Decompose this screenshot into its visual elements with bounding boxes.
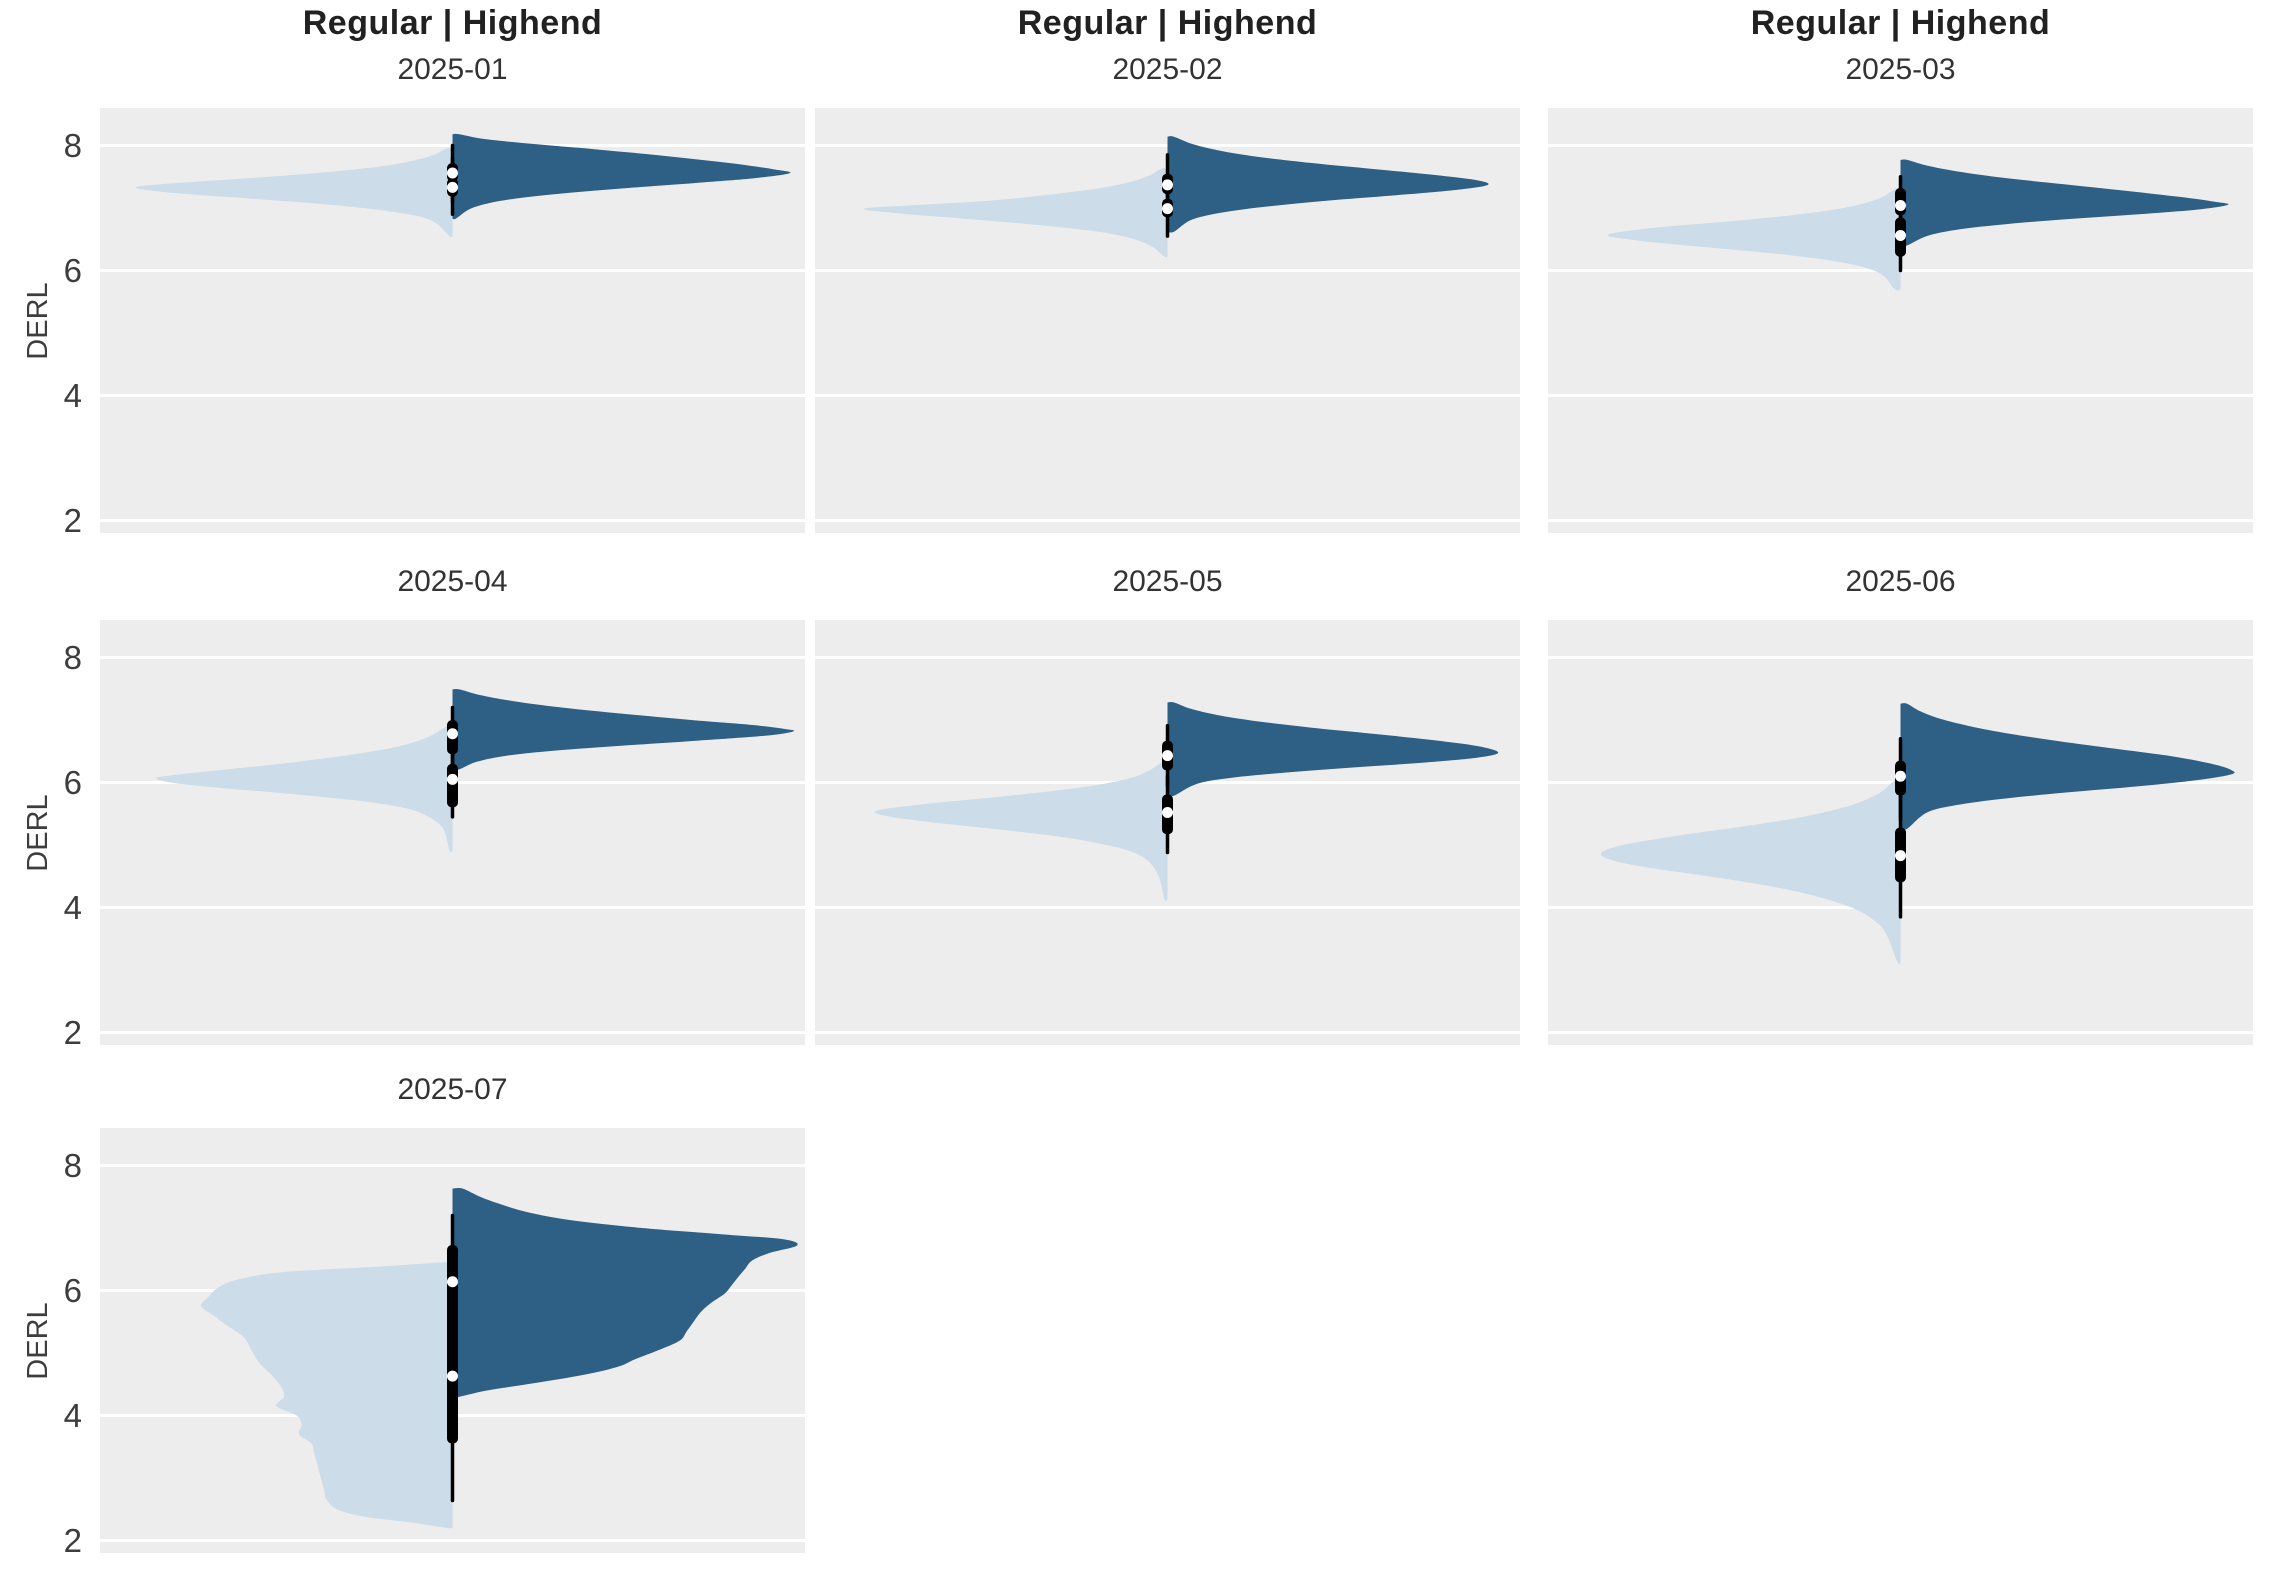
month-label-2025-01: 2025-01 [397,53,508,86]
median-dot-highend [1895,770,1906,782]
facet-title: Regular | Highend [1750,4,2051,42]
iqr-box-regular [447,763,458,808]
median-dot-regular [447,181,458,193]
y-tick-label-6: 6 [63,251,82,289]
panel-2025-06 [1548,620,2253,1045]
median-dot-highend [447,167,458,179]
month-label-2025-02: 2025-02 [1112,53,1223,86]
median-dot-highend [447,1276,458,1288]
y-tick-label-6: 6 [63,763,82,801]
violin-highend-half [1167,702,1499,797]
y-tick-label-8: 8 [63,126,82,164]
plot-area-2025-04 [100,620,805,1045]
panel-2025-07 [100,1128,805,1553]
violin-highend-half [1900,703,2235,830]
plot-area-2025-01 [100,108,805,533]
plot-area-2025-05 [815,620,1520,1045]
y-tick-label-2: 2 [63,1013,82,1051]
plot-area-2025-03 [1548,108,2253,533]
y-tick-label-8: 8 [63,1146,82,1184]
month-label-2025-05: 2025-05 [1112,565,1223,598]
y-tick-label-4: 4 [63,376,82,414]
median-dot-regular [447,773,458,785]
panel-2025-04 [100,620,805,1045]
violin-regular-half [874,761,1168,902]
median-dot-regular [1895,850,1906,862]
violin-regular-half [156,725,453,853]
violin-regular-half [863,168,1168,258]
violin-highend-half [452,133,791,220]
median-dot-regular [1162,807,1173,818]
plot-area-2025-07 [100,1128,805,1553]
iqr-box-highend [447,1244,458,1357]
median-dot-highend [1895,200,1906,211]
violin-highend-half [452,688,795,770]
violin-highend-half [1167,136,1489,233]
median-dot-regular [1895,230,1906,241]
y-axis-label: DERL [22,793,54,872]
median-dot-regular [1162,203,1173,215]
median-dot-highend [447,728,458,740]
panel-2025-05 [815,620,1520,1045]
month-label-2025-06: 2025-06 [1845,565,1956,598]
panel-2025-02 [815,108,1520,533]
y-tick-label-2: 2 [63,501,82,539]
y-tick-label-4: 4 [63,888,82,926]
violin-highend-half [1900,159,2229,247]
month-label-2025-04: 2025-04 [397,565,508,598]
violin-regular-half [1600,780,1901,965]
violin-regular-half [200,1262,453,1529]
facet-title: Regular | Highend [1017,4,1318,42]
y-tick-label-2: 2 [63,1521,82,1559]
median-dot-regular [447,1370,458,1382]
y-tick-label-8: 8 [63,638,82,676]
violin-regular-half [135,148,453,238]
facet-title: Regular | Highend [302,4,603,42]
panel-2025-03 [1548,108,2253,533]
violin-regular-half [1607,188,1901,291]
month-label-2025-03: 2025-03 [1845,53,1956,86]
y-tick-label-6: 6 [63,1271,82,1309]
plot-area-2025-02 [815,108,1520,533]
y-tick-label-4: 4 [63,1396,82,1434]
y-axis-label: DERL [22,1301,54,1380]
median-dot-highend [1162,750,1173,762]
panel-2025-01 [100,108,805,533]
median-dot-highend [1162,179,1173,191]
plot-area-2025-06 [1548,620,2253,1045]
month-label-2025-07: 2025-07 [397,1073,508,1106]
y-axis-label: DERL [22,281,54,360]
violin-highend-half [452,1188,798,1398]
